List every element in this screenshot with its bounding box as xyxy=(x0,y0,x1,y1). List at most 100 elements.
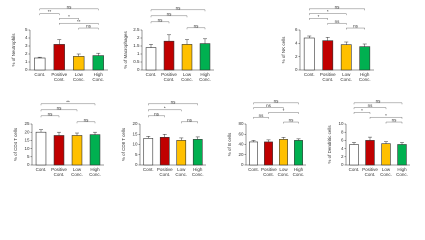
significance-bracket xyxy=(369,117,403,119)
significance-bracket xyxy=(253,117,269,119)
y-tick-label: 0 xyxy=(295,67,298,72)
x-tick-label: Positive Cont. xyxy=(261,167,277,177)
y-tick-label: 1 xyxy=(25,59,28,64)
x-tick-label: Cont. xyxy=(35,167,47,172)
bar xyxy=(163,40,175,71)
significance-label: ns xyxy=(167,11,173,16)
y-tick-label: 5 xyxy=(135,152,138,157)
bar xyxy=(159,137,170,166)
y-axis-label: % of NK cells xyxy=(281,36,286,64)
bar xyxy=(365,140,375,166)
significance-label: ns xyxy=(158,17,164,22)
significance-label: ns xyxy=(48,111,54,116)
x-tick-label: Low Conc. xyxy=(181,72,193,82)
y-tick-label: 2 xyxy=(295,54,298,59)
bar xyxy=(71,135,83,166)
x-tick-label: High Conc. xyxy=(396,167,408,177)
significance-label: ns xyxy=(335,4,341,9)
error-bar xyxy=(352,142,356,145)
x-tick-label: Positive Cont. xyxy=(51,167,67,177)
significance-label: ns xyxy=(171,99,177,104)
bar xyxy=(35,131,47,166)
y-tick-label: 20 xyxy=(24,129,30,134)
y-axis-label: % of B cells xyxy=(227,132,232,156)
significance-label: ns xyxy=(259,113,265,118)
error-bar xyxy=(281,137,286,140)
y-tick-label: 20 xyxy=(238,152,244,157)
error-bar xyxy=(57,39,62,45)
error-bar xyxy=(266,139,271,142)
figure: % of Neutrophils 0 1 2 3 4 5 ns ** * ** ns% of Macr… xyxy=(11,4,410,177)
y-tick-label: 15 xyxy=(24,138,30,143)
y-tick-label: 0 xyxy=(27,162,30,167)
bar xyxy=(340,44,352,71)
error-bar xyxy=(96,52,101,56)
significance-bracket xyxy=(76,121,96,124)
y-tick-label: 4 xyxy=(295,41,298,46)
y-tick-label: 0.5 xyxy=(133,59,140,64)
error-bar xyxy=(179,137,184,141)
significance-bracket xyxy=(40,103,96,106)
error-bar xyxy=(76,53,81,57)
significance-label: ns xyxy=(194,23,200,28)
bar xyxy=(53,135,65,166)
y-tick-label: 8 xyxy=(341,129,344,134)
bar xyxy=(73,56,85,71)
bar xyxy=(92,55,104,71)
x-tick-label: Positive Cont. xyxy=(161,72,177,82)
x-tick-label: Low Conc. xyxy=(72,72,85,82)
x-tick-label: Low Conc. xyxy=(380,167,392,177)
y-tick-label: 10 xyxy=(24,146,30,151)
significance-label: ** xyxy=(77,19,81,24)
significance-bracket xyxy=(346,27,365,30)
x-tick-label: Cont. xyxy=(34,72,46,77)
x-tick-label: High Conc. xyxy=(89,167,101,177)
significance-label: ns xyxy=(57,105,63,110)
significance-bracket xyxy=(39,8,99,11)
significance-label: * xyxy=(385,113,387,118)
y-tick-label: 0 xyxy=(137,67,140,72)
significance-bracket xyxy=(148,109,182,112)
bar xyxy=(53,44,65,71)
significance-bracket xyxy=(309,13,347,16)
significance-bracket xyxy=(253,102,299,105)
y-tick-label: 5 xyxy=(27,154,30,159)
y-axis-label: % of Neutrophils xyxy=(11,33,16,67)
y-tick-label: 0 xyxy=(241,162,244,167)
y-tick-label: 20 xyxy=(132,121,138,126)
error-bar xyxy=(149,44,153,48)
y-axis-label: % of Dendritic cells xyxy=(327,125,332,164)
error-bar xyxy=(368,136,372,141)
significance-bracket xyxy=(148,115,165,118)
significance-bracket xyxy=(327,23,347,25)
significance-bracket xyxy=(40,109,78,112)
significance-label: * xyxy=(164,105,166,110)
significance-bracket xyxy=(309,8,365,11)
significance-bracket xyxy=(181,121,198,124)
x-tick-label: Low Conc. xyxy=(71,167,83,177)
significance-bracket xyxy=(39,13,60,16)
significance-bracket xyxy=(59,23,99,25)
y-tick-label: 80 xyxy=(238,121,244,126)
significance-label: * xyxy=(68,14,70,19)
y-tick-label: 4 xyxy=(25,35,28,40)
bar xyxy=(264,141,273,166)
x-tick-label: Low Conc. xyxy=(277,167,290,177)
bar xyxy=(192,139,203,166)
y-tick-label: 1 xyxy=(137,51,140,56)
error-bar xyxy=(325,37,330,41)
y-tick-label: 2 xyxy=(25,51,28,56)
x-tick-label: Cont. xyxy=(248,167,259,172)
error-bar xyxy=(195,136,200,140)
significance-label: ns xyxy=(176,5,182,10)
y-tick-label: 40 xyxy=(238,142,244,147)
error-bar xyxy=(362,43,367,47)
y-tick-label: 0 xyxy=(25,67,28,72)
significance-label: * xyxy=(327,9,329,14)
y-tick-label: 2 xyxy=(341,154,344,159)
y-tick-label: 0 xyxy=(341,162,344,167)
error-bar xyxy=(400,142,404,145)
significance-bracket xyxy=(78,27,99,30)
y-tick-label: 1.5 xyxy=(133,43,140,48)
